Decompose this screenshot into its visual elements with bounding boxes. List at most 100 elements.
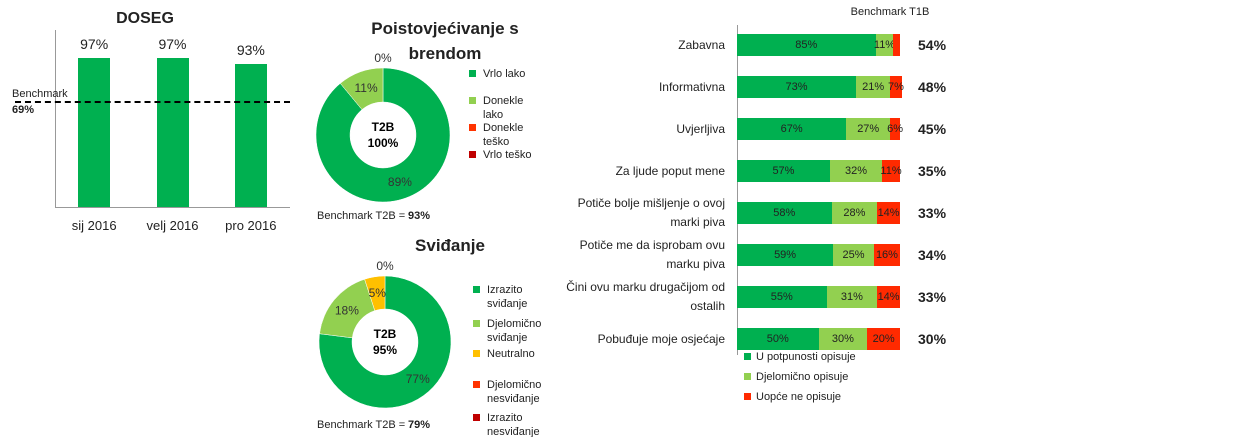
data-label: 32%	[844, 165, 867, 177]
bar	[234, 63, 267, 207]
donut-slice	[339, 67, 384, 110]
bar-segment	[846, 118, 891, 140]
legend-label: Neutralno	[487, 348, 535, 360]
data-label: 0%	[376, 259, 394, 273]
legend-label: Djelomično nesviđanje	[487, 379, 542, 405]
data-label: 20%	[872, 333, 895, 345]
benchmark-value: 54%	[918, 37, 947, 53]
data-label: 67%	[780, 123, 803, 135]
legend-label: Donekle teško	[483, 122, 524, 148]
legend-swatch	[744, 353, 751, 360]
legend-label: Djelomično opisuje	[756, 371, 849, 383]
data-label: 14%	[877, 291, 900, 303]
chart-title: Poistovjećivanje s brendom	[371, 19, 519, 63]
data-label: 57%	[772, 165, 795, 177]
bar-segment	[833, 244, 874, 266]
y-tick-label: Uvjerljiva	[676, 121, 725, 136]
axis-line	[55, 207, 290, 208]
bar-segment	[737, 328, 819, 350]
data-label: 6%	[887, 123, 904, 135]
data-label: 11%	[354, 81, 377, 95]
bar-segment	[877, 202, 900, 224]
bar-segment	[867, 328, 900, 350]
center-label: T2B	[372, 120, 395, 134]
bar-segment	[829, 160, 883, 182]
bar-segment	[893, 34, 900, 56]
chart-title: Sviđanje	[415, 236, 485, 255]
bar-segment	[826, 286, 878, 308]
bar-segment	[831, 202, 878, 224]
bar-segment	[737, 118, 847, 140]
legend-label: Djelomično sviđanje	[487, 318, 542, 344]
legend-swatch	[473, 320, 480, 327]
data-label: 18%	[335, 303, 359, 317]
data-label: 0%	[374, 51, 392, 65]
legend-swatch	[469, 97, 476, 104]
value-label: 93%	[236, 41, 265, 58]
legend-swatch	[744, 373, 751, 380]
legend-label: U potpunosti opisuje	[756, 351, 856, 363]
legend-swatch	[744, 393, 751, 400]
bar-segment	[890, 118, 900, 140]
y-tick-label: Za ljude poput mene	[615, 163, 725, 178]
center-value: 100%	[368, 136, 399, 150]
y-tick-label: Zabavna	[678, 37, 725, 52]
benchmark-value: 30%	[918, 331, 947, 347]
data-label: 55%	[770, 291, 793, 303]
bar-segment	[737, 286, 827, 308]
value-label: 97%	[80, 35, 109, 52]
benchmark-value: 48%	[918, 79, 947, 95]
legend-label: Izrazito sviđanje	[487, 284, 528, 310]
y-tick-label: Čini ovu marku drugačijom od ostalih	[566, 280, 725, 313]
bar-segment	[890, 76, 902, 98]
benchmark-value: 93%	[408, 210, 431, 222]
y-tick-label: Informativna	[658, 79, 725, 94]
data-label: 77%	[406, 372, 430, 386]
center-value: 95%	[373, 343, 397, 357]
data-label: 59%	[774, 249, 797, 261]
benchmark-value: 35%	[918, 163, 947, 179]
data-label: 27%	[857, 123, 880, 135]
chart-title: DOSEG	[116, 10, 174, 27]
bar-segment	[873, 244, 900, 266]
data-label: 16%	[875, 249, 898, 261]
y-tick-label: Potiče me da isprobam ovu marku piva	[579, 238, 725, 271]
x-tick-label: sij 2016	[71, 218, 117, 233]
bar	[156, 57, 189, 207]
benchmark-line	[15, 100, 290, 103]
benchmark-value: 33%	[918, 205, 947, 221]
x-tick-label: pro 2016	[225, 218, 277, 233]
legend-swatch	[469, 70, 476, 77]
data-label: 11%	[873, 39, 896, 51]
legend-label: Izrazito nesviđanje	[487, 412, 540, 437]
benchmark-value: 79%	[408, 419, 431, 431]
benchmark-value: 34%	[918, 247, 947, 263]
donut-slice	[315, 67, 451, 203]
center-label: T2B	[374, 327, 397, 341]
bar-segment	[818, 328, 868, 350]
legend-label: Donekle lako	[483, 95, 524, 121]
benchmark-label: Benchmark T2B =	[317, 419, 406, 431]
bar-segment	[855, 76, 891, 98]
axis-line	[737, 25, 738, 355]
data-label: 50%	[766, 333, 789, 345]
data-label: 21%	[862, 81, 885, 93]
data-label: 30%	[831, 333, 854, 345]
legend-swatch	[473, 286, 480, 293]
y-tick-label: Potiče bolje mišljenje o ovoj marki piva	[577, 196, 725, 229]
benchmark-label: Benchmark T2B =	[317, 210, 406, 222]
data-label: 5%	[369, 286, 387, 300]
data-label: 25%	[842, 249, 865, 261]
data-label: 31%	[840, 291, 863, 303]
bar-segment	[877, 286, 900, 308]
bar-segment	[737, 202, 832, 224]
benchmark-label: Benchmark	[12, 87, 68, 100]
data-label: 11%	[880, 165, 902, 177]
benchmark-value: 33%	[918, 289, 947, 305]
bar-segment	[737, 244, 834, 266]
donut-slice	[318, 275, 452, 409]
bar	[78, 57, 111, 207]
x-tick-label: velj 2016	[146, 218, 199, 233]
